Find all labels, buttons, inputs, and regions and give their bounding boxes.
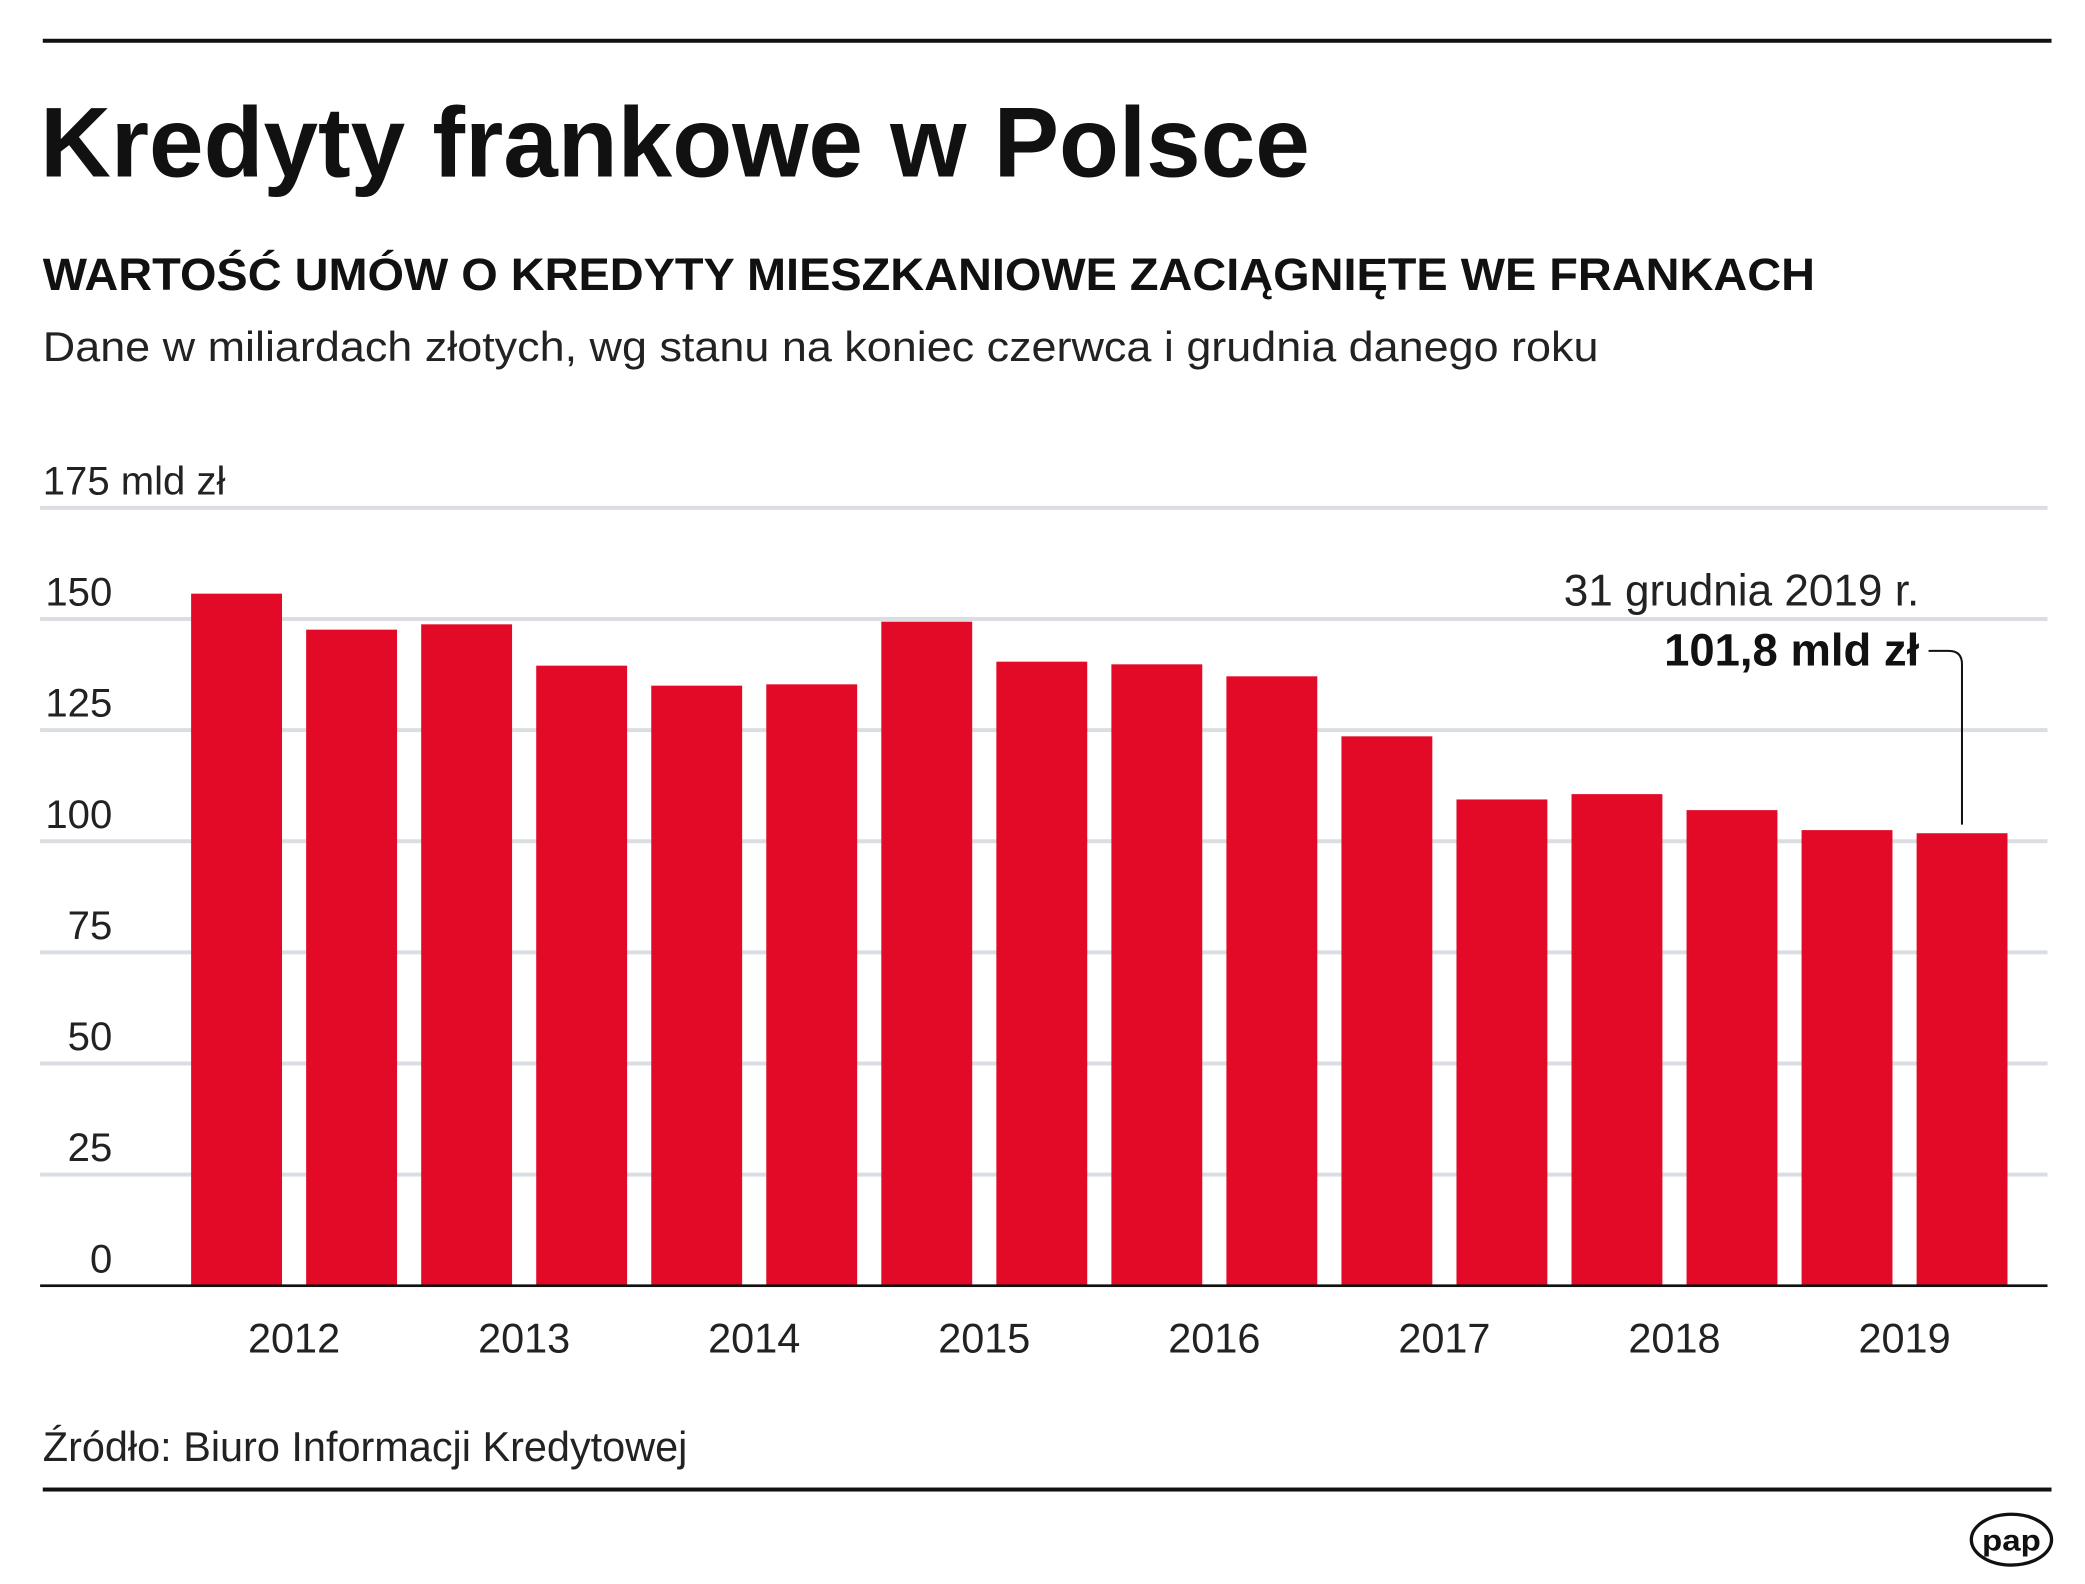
- bar: [766, 684, 858, 1286]
- pap-logo-text: pap: [1982, 1524, 2041, 1557]
- bar: [421, 624, 513, 1286]
- page-title: Kredyty frankowe w Polsce: [40, 86, 1310, 197]
- bar: [651, 685, 743, 1286]
- bar: [1916, 833, 2008, 1286]
- bar: [996, 661, 1088, 1286]
- bar: [1686, 810, 1778, 1286]
- bar: [1341, 736, 1433, 1286]
- y-tick-label: 175 mld zł: [43, 460, 226, 504]
- y-tick-label: 100: [45, 793, 112, 837]
- top-rule: [42, 38, 2052, 43]
- bar: [1801, 830, 1893, 1286]
- y-tick-label: 125: [45, 682, 112, 726]
- y-tick-label: 50: [68, 1015, 113, 1059]
- y-tick-label: 150: [45, 571, 112, 615]
- bar: [1456, 799, 1548, 1286]
- x-tick-label: 2018: [1628, 1315, 1720, 1362]
- y-tick-label: 25: [68, 1126, 113, 1170]
- x-tick-label: 2019: [1858, 1315, 1950, 1362]
- x-axis-line: [40, 1284, 2048, 1288]
- x-tick-label: 2017: [1398, 1315, 1490, 1362]
- x-tick-label: 2015: [938, 1315, 1030, 1362]
- gridline: [40, 505, 2048, 510]
- annotation-value: 101,8 mld zł: [1664, 625, 1919, 676]
- pap-logo: pap: [1969, 1512, 2054, 1567]
- bars: [191, 593, 2008, 1286]
- chart-description: Dane w miliardach złotych, wg stanu na k…: [43, 323, 1599, 370]
- y-axis-ticks: 0 25 50 75 100 125 150 175 mld zł: [43, 460, 226, 1282]
- y-tick-label: 0: [90, 1237, 112, 1281]
- bar: [306, 629, 398, 1286]
- x-tick-label: 2013: [478, 1315, 570, 1362]
- x-tick-label: 2012: [248, 1315, 340, 1362]
- annotation-leader-line: [1928, 649, 1963, 825]
- bar: [1571, 794, 1663, 1286]
- bar: [881, 621, 973, 1286]
- bar: [536, 665, 628, 1286]
- bar: [1111, 664, 1203, 1286]
- x-tick-label: 2014: [708, 1315, 800, 1362]
- bar: [191, 593, 283, 1286]
- x-tick-label: 2016: [1168, 1315, 1260, 1362]
- gridline: [40, 616, 2048, 621]
- x-axis-ticks: 2012 2013 2014 2015 2016 2017 2018 2019: [248, 1315, 1951, 1362]
- annotation-date: 31 grudnia 2019 r.: [1564, 566, 1919, 615]
- bar: [1226, 676, 1318, 1286]
- source-note: Źródło: Biuro Informacji Kredytowej: [43, 1423, 688, 1470]
- chart-subtitle: WARTOŚĆ UMÓW O KREDYTY MIESZKANIOWE ZACI…: [43, 248, 1815, 300]
- y-tick-label: 75: [68, 904, 113, 948]
- bottom-rule: [42, 1487, 2052, 1492]
